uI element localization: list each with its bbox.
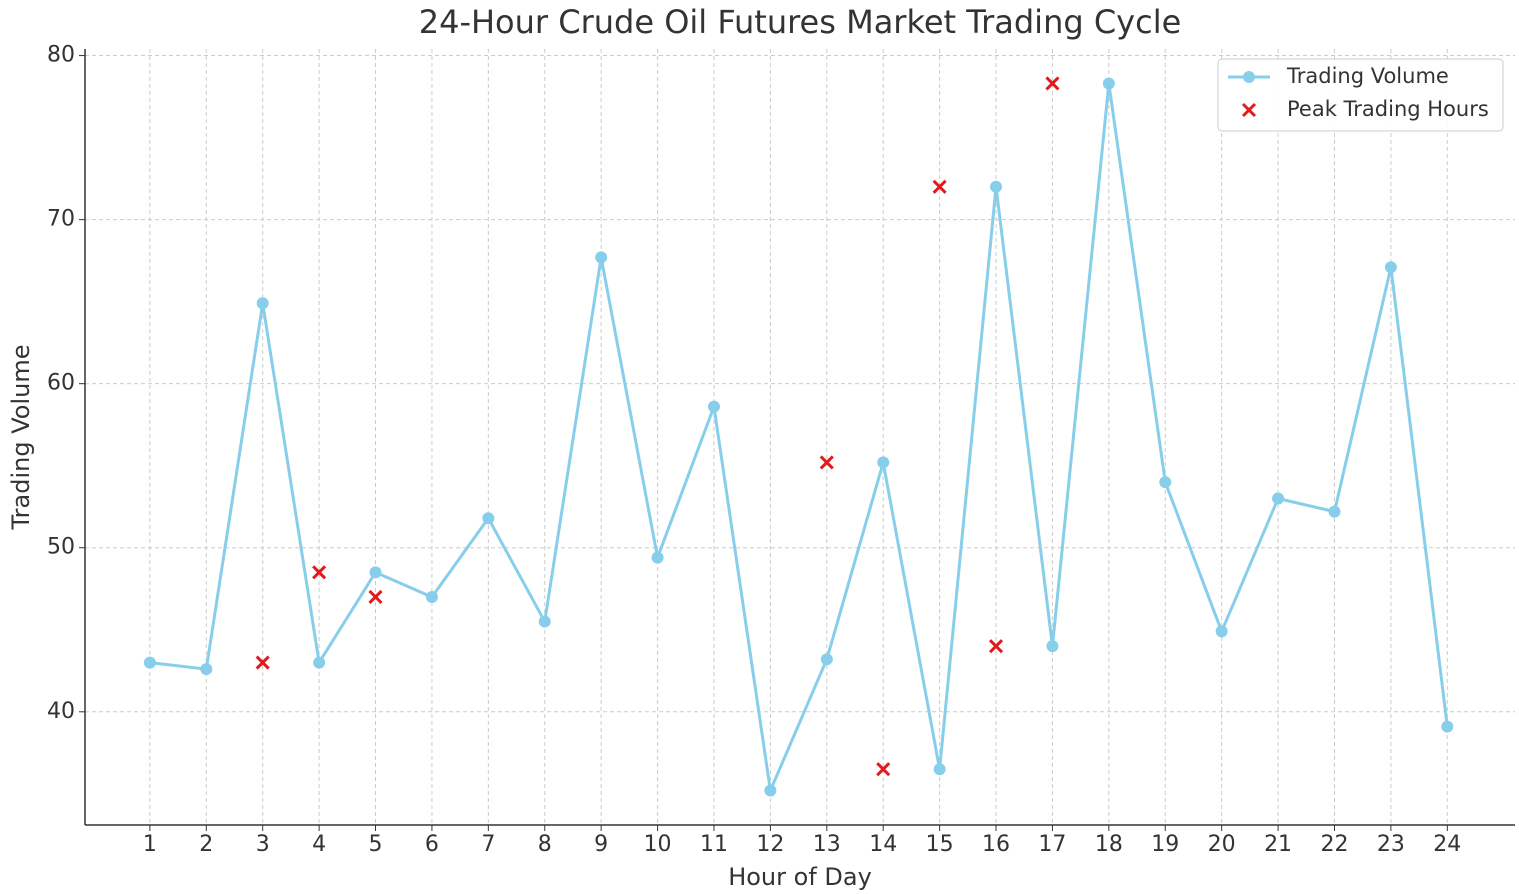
x-tick-label: 3 xyxy=(256,832,270,857)
data-point xyxy=(651,551,664,564)
data-point xyxy=(143,656,156,669)
data-point xyxy=(877,456,890,469)
marker-stroke xyxy=(988,639,1004,654)
y-tick-label: 80 xyxy=(47,43,75,68)
data-point xyxy=(1159,476,1172,489)
x-axis-label: Hour of Day xyxy=(728,863,872,891)
x-tick-label: 11 xyxy=(700,832,728,857)
data-point xyxy=(820,653,833,666)
x-tick-label: 14 xyxy=(869,832,897,857)
marker-stroke xyxy=(932,179,947,194)
marker-stroke xyxy=(876,762,891,777)
peak-marker xyxy=(1045,76,1060,91)
x-tick-label: 4 xyxy=(312,832,326,857)
marker-stroke xyxy=(1045,76,1060,91)
marker-stroke xyxy=(255,655,270,670)
peak-marker xyxy=(932,179,947,194)
data-point xyxy=(200,663,213,676)
x-tick-label: 18 xyxy=(1095,832,1123,857)
legend-swatch xyxy=(1243,71,1255,83)
legend-label: Peak Trading Hours xyxy=(1287,97,1489,121)
marker-stroke xyxy=(819,455,834,470)
y-tick-label: 60 xyxy=(47,371,75,396)
data-point xyxy=(1384,261,1397,274)
x-tick-label: 12 xyxy=(756,832,784,857)
x-tick-label: 5 xyxy=(369,832,383,857)
legend-swatch xyxy=(1241,102,1257,118)
data-point xyxy=(482,512,495,525)
x-tick-label: 22 xyxy=(1320,832,1348,857)
data-point xyxy=(313,656,326,669)
peak-marker xyxy=(876,762,891,777)
data-point xyxy=(707,400,720,413)
marker-stroke xyxy=(312,565,327,580)
x-tick-label: 24 xyxy=(1433,832,1461,857)
peak-marker xyxy=(312,565,327,580)
y-axis-label: Trading Volume xyxy=(7,345,35,531)
marker-stroke xyxy=(368,589,383,605)
data-point xyxy=(256,297,269,310)
peak-marker xyxy=(368,589,383,605)
data-point xyxy=(1102,77,1115,90)
data-point xyxy=(1328,505,1341,518)
x-tick-label: 21 xyxy=(1264,832,1292,857)
x-tick-label: 6 xyxy=(425,832,439,857)
x-tick-label: 15 xyxy=(926,832,954,857)
x-tick-label: 23 xyxy=(1377,832,1405,857)
legend-label: Trading Volume xyxy=(1286,64,1449,88)
x-tick-label: 1 xyxy=(143,832,157,857)
data-point xyxy=(595,251,608,264)
peak-marker xyxy=(819,455,834,470)
data-point xyxy=(1215,625,1228,638)
peak-marker xyxy=(255,655,270,670)
data-point xyxy=(1441,720,1454,733)
data-line xyxy=(149,83,1449,797)
data-point xyxy=(990,180,1003,193)
data-point xyxy=(1272,492,1285,505)
x-tick-label: 17 xyxy=(1038,832,1066,857)
x-tick-label: 20 xyxy=(1208,832,1236,857)
data-point xyxy=(1046,640,1059,653)
x-tick-label: 7 xyxy=(481,832,495,857)
chart-title: 24-Hour Crude Oil Futures Market Trading… xyxy=(419,3,1182,41)
data-point xyxy=(764,784,777,797)
data-point xyxy=(369,566,382,579)
peak-marker xyxy=(988,639,1004,654)
x-tick-label: 19 xyxy=(1151,832,1179,857)
x-tick-label: 10 xyxy=(644,832,672,857)
x-tick-label: 16 xyxy=(982,832,1010,857)
y-tick-label: 40 xyxy=(47,699,75,724)
data-point xyxy=(425,590,438,603)
x-tick-label: 9 xyxy=(594,832,608,857)
y-tick-label: 70 xyxy=(47,207,75,232)
data-point xyxy=(933,763,946,776)
x-tick-label: 2 xyxy=(199,832,213,857)
legend-box xyxy=(1217,58,1504,132)
y-tick-label: 50 xyxy=(47,535,75,560)
x-tick-label: 13 xyxy=(813,832,841,857)
x-tick-label: 8 xyxy=(538,832,552,857)
data-point xyxy=(538,615,551,628)
